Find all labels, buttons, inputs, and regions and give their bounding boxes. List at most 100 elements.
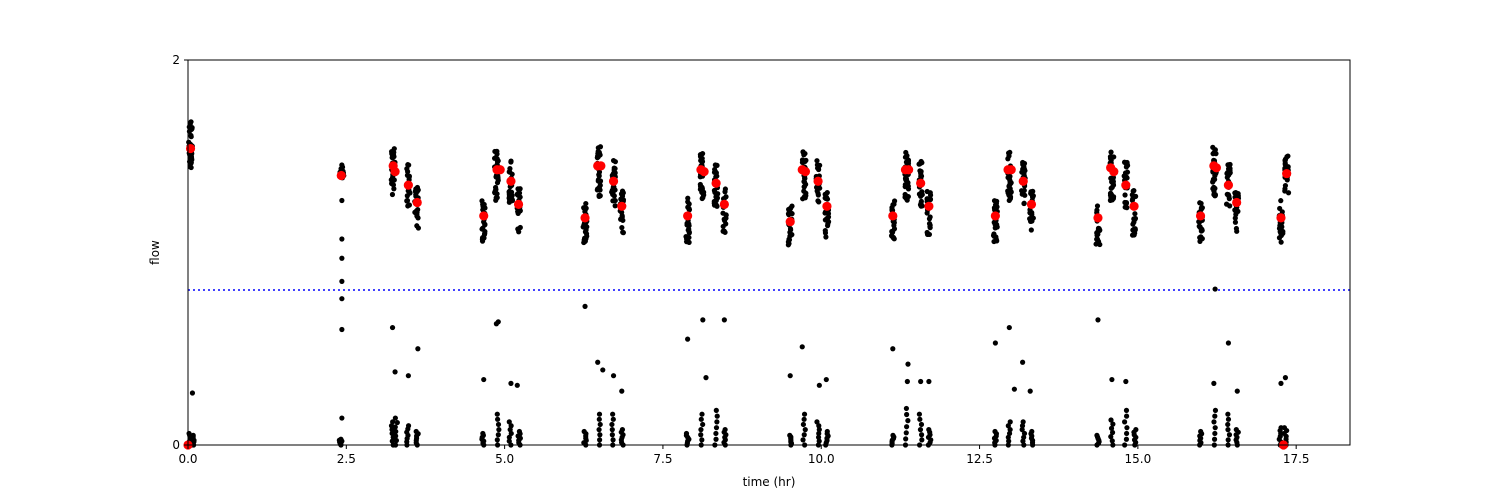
- flow-data-point: [917, 416, 923, 422]
- flow-data-point: [917, 202, 924, 208]
- flow-data-point: [1028, 227, 1034, 233]
- flow-data-point: [506, 438, 512, 444]
- flow-data-point: [927, 222, 933, 228]
- flow-data-point: [1224, 170, 1230, 177]
- flow-data-point: [927, 192, 934, 198]
- flow-data-point: [187, 121, 193, 127]
- flow-data-point: [612, 203, 618, 209]
- mean-marker: [390, 167, 400, 177]
- flow-data-point: [1029, 218, 1035, 224]
- flow-data-point: [1211, 436, 1218, 442]
- flow-data-point: [1124, 425, 1130, 431]
- flow-data-point: [392, 415, 398, 421]
- flow-data-point: [1211, 149, 1218, 155]
- flow-data-point: [700, 317, 706, 323]
- flow-data-point: [1020, 438, 1026, 444]
- flow-data-point: [1233, 211, 1239, 218]
- flow-data-point: [1006, 153, 1012, 159]
- flow-data-point: [582, 303, 588, 309]
- flow-data-point: [713, 430, 719, 437]
- flow-data-point: [1284, 177, 1290, 183]
- y-tick-label: 0: [172, 438, 180, 452]
- flow-data-point: [1121, 173, 1127, 179]
- flow-data-point: [1225, 427, 1231, 433]
- flow-data-point: [1278, 239, 1284, 245]
- flow-data-point: [495, 421, 502, 428]
- mean-marker: [1195, 211, 1206, 221]
- mean-marker: [719, 199, 729, 209]
- flow-data-point: [413, 428, 419, 435]
- flow-data-point: [482, 222, 488, 228]
- flow-data-point: [517, 186, 523, 192]
- flow-data-point: [1007, 173, 1013, 179]
- flow-data-point: [801, 416, 807, 422]
- mean-marker: [1276, 213, 1286, 223]
- flow-data-point: [390, 182, 397, 188]
- flow-data-point: [1233, 427, 1239, 433]
- flow-data-point: [1226, 166, 1232, 172]
- flow-data-point: [802, 176, 808, 182]
- flow-data-point: [711, 202, 718, 208]
- flow-data-point: [620, 197, 627, 203]
- mean-marker: [1121, 180, 1131, 190]
- flow-data-point: [1094, 236, 1100, 242]
- flow-data-point: [924, 196, 930, 202]
- flow-data-point: [800, 421, 807, 428]
- flow-data-point: [188, 132, 194, 139]
- flow-data-point: [816, 430, 822, 437]
- flow-data-point: [801, 432, 807, 438]
- flow-data-point: [1226, 162, 1232, 168]
- flow-data-point: [1007, 196, 1013, 202]
- flow-data-point: [1212, 430, 1218, 437]
- flow-data-point: [1277, 222, 1283, 229]
- flow-data-point: [993, 236, 999, 242]
- flow-data-point: [785, 242, 791, 248]
- flow-data-point: [1123, 436, 1130, 442]
- flow-data-point: [890, 234, 896, 240]
- flow-data-point: [620, 230, 626, 236]
- flow-data-point: [816, 382, 822, 388]
- flow-data-point: [700, 191, 706, 197]
- flow-data-point: [903, 430, 909, 436]
- flow-data-point: [1029, 428, 1035, 435]
- flow-data-point: [405, 423, 412, 429]
- flow-data-point: [815, 198, 821, 204]
- flow-data-point: [1130, 227, 1136, 233]
- flow-data-point: [339, 326, 345, 333]
- flow-data-point: [1210, 179, 1216, 185]
- flow-data-point: [1007, 185, 1013, 192]
- flow-data-point: [597, 432, 603, 438]
- flow-data-point: [1212, 173, 1218, 179]
- flow-data-point: [1197, 200, 1203, 206]
- flow-data-point: [506, 419, 512, 425]
- flow-data-point: [698, 432, 704, 438]
- flow-data-point: [509, 171, 515, 177]
- flow-data-point: [1094, 203, 1101, 209]
- flow-data-point: [582, 229, 589, 235]
- flow-data-point: [391, 186, 397, 192]
- flow-data-point: [1109, 154, 1115, 160]
- flow-data-point: [600, 367, 606, 373]
- flow-data-point: [1028, 189, 1034, 195]
- mean-marker: [916, 178, 926, 188]
- flow-data-point: [1019, 188, 1025, 194]
- axes-frame: [187, 59, 1351, 446]
- flow-data-point: [1021, 200, 1027, 206]
- mean-marker: [1282, 168, 1292, 179]
- flow-data-point: [713, 174, 719, 180]
- flow-data-point: [815, 192, 821, 198]
- flow-data-point: [823, 376, 829, 383]
- flow-data-point: [801, 152, 807, 158]
- flow-data-point: [1282, 182, 1289, 189]
- x-tick-label: 0.0: [178, 452, 197, 466]
- flow-data-point: [1006, 438, 1012, 444]
- flow-data-point: [713, 425, 720, 431]
- flow-data-point: [610, 373, 617, 379]
- flow-data-point: [1122, 419, 1128, 425]
- flow-data-point: [413, 191, 419, 198]
- flow-data-point: [1109, 429, 1116, 436]
- flow-data-point: [516, 229, 522, 235]
- flow-data-point: [1198, 234, 1204, 240]
